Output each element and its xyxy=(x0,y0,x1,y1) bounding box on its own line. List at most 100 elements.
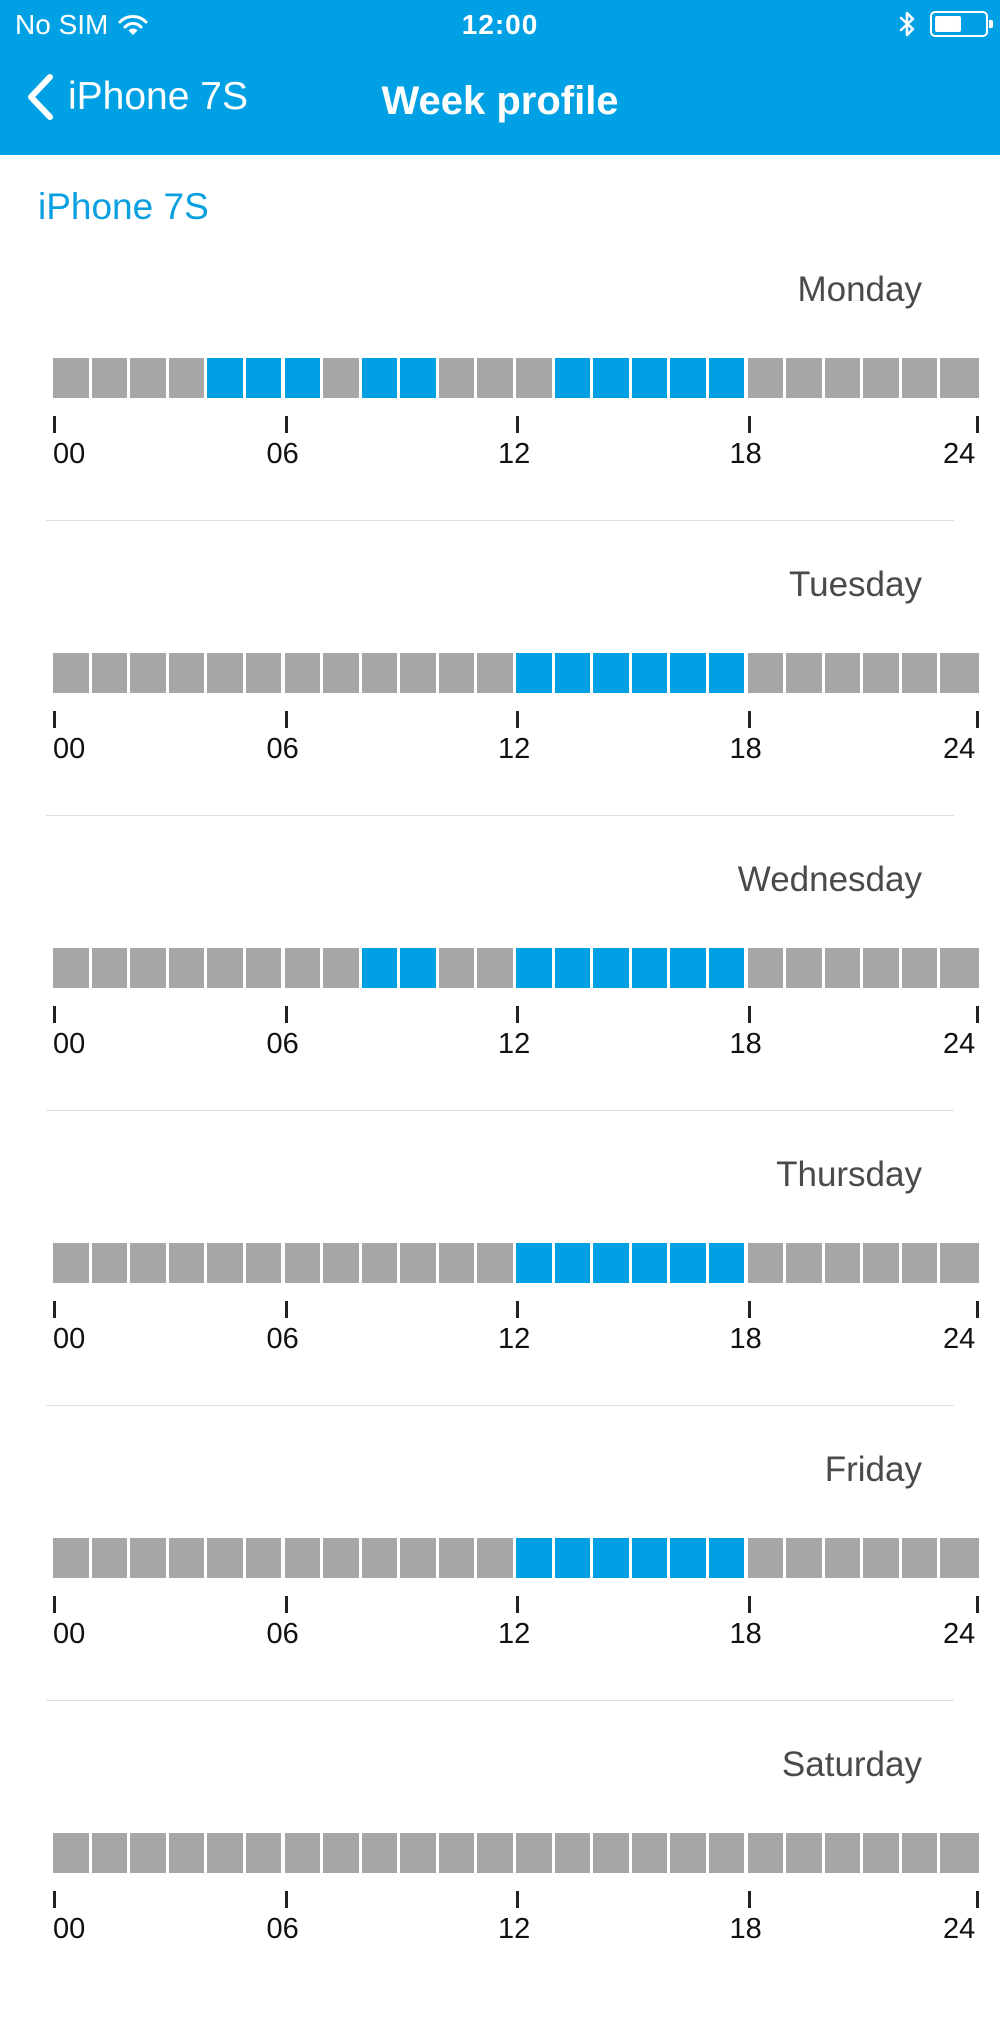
hour-slot[interactable] xyxy=(207,1243,243,1283)
hour-slot[interactable] xyxy=(554,653,591,693)
hour-slot[interactable] xyxy=(708,1243,745,1283)
hour-slot[interactable] xyxy=(786,1538,822,1578)
hour-slot[interactable] xyxy=(130,948,166,988)
hour-slot[interactable] xyxy=(670,358,706,398)
hour-slot[interactable] xyxy=(168,358,205,398)
hour-slot[interactable] xyxy=(168,1833,205,1873)
hour-slot[interactable] xyxy=(168,948,205,988)
hour-slot[interactable] xyxy=(516,1243,552,1283)
hour-slot[interactable] xyxy=(438,1538,475,1578)
hour-slot[interactable] xyxy=(91,1243,128,1283)
hour-slot[interactable] xyxy=(940,948,979,988)
hour-slot[interactable] xyxy=(863,653,899,693)
hour-slot[interactable] xyxy=(747,1833,784,1873)
hour-slot[interactable] xyxy=(361,358,398,398)
hour-slot[interactable] xyxy=(53,1833,89,1873)
hour-slot[interactable] xyxy=(708,948,745,988)
hour-slot[interactable] xyxy=(361,1243,398,1283)
hour-slot[interactable] xyxy=(593,948,629,988)
hour-slot[interactable] xyxy=(207,948,243,988)
hour-slot[interactable] xyxy=(53,653,89,693)
hour-slot[interactable] xyxy=(400,358,436,398)
hour-slot[interactable] xyxy=(901,1833,938,1873)
hour-slot[interactable] xyxy=(901,1243,938,1283)
hour-slot[interactable] xyxy=(130,1833,166,1873)
hour-slot[interactable] xyxy=(245,1833,282,1873)
hour-slot[interactable] xyxy=(940,1833,979,1873)
hour-slot[interactable] xyxy=(747,948,784,988)
hour-slot[interactable] xyxy=(863,948,899,988)
hour-slot[interactable] xyxy=(323,948,359,988)
hour-slot[interactable] xyxy=(670,948,706,988)
hour-slot[interactable] xyxy=(130,358,166,398)
hour-slot[interactable] xyxy=(400,1833,436,1873)
hour-slot[interactable] xyxy=(708,1538,745,1578)
hour-slot[interactable] xyxy=(747,653,784,693)
hour-slot[interactable] xyxy=(284,948,321,988)
hour-slot[interactable] xyxy=(168,1243,205,1283)
hour-slot[interactable] xyxy=(940,1243,979,1283)
hour-slot[interactable] xyxy=(516,1833,552,1873)
hour-slot[interactable] xyxy=(477,1833,513,1873)
hour-slot[interactable] xyxy=(477,948,513,988)
hour-slot[interactable] xyxy=(824,1538,861,1578)
hour-slot[interactable] xyxy=(554,1833,591,1873)
hour-slot[interactable] xyxy=(940,653,979,693)
hour-slot[interactable] xyxy=(245,358,282,398)
hour-slot[interactable] xyxy=(284,1538,321,1578)
hour-slot[interactable] xyxy=(53,1538,89,1578)
hour-slot[interactable] xyxy=(438,948,475,988)
back-button[interactable]: iPhone 7S xyxy=(26,74,248,120)
hour-slot[interactable] xyxy=(168,653,205,693)
hour-slot[interactable] xyxy=(554,358,591,398)
hour-slot[interactable] xyxy=(323,653,359,693)
hour-slot[interactable] xyxy=(863,1243,899,1283)
hour-slot[interactable] xyxy=(207,1833,243,1873)
hour-slot[interactable] xyxy=(284,1833,321,1873)
hour-slot[interactable] xyxy=(631,358,668,398)
hour-slot[interactable] xyxy=(245,948,282,988)
hour-slot[interactable] xyxy=(940,358,979,398)
hour-slot[interactable] xyxy=(901,653,938,693)
hour-slot[interactable] xyxy=(438,358,475,398)
hour-slot[interactable] xyxy=(631,1538,668,1578)
hour-slot[interactable] xyxy=(786,653,822,693)
hour-slot[interactable] xyxy=(670,1833,706,1873)
hour-slot[interactable] xyxy=(91,358,128,398)
hour-slot[interactable] xyxy=(516,653,552,693)
hour-slot[interactable] xyxy=(516,948,552,988)
hour-slot[interactable] xyxy=(207,653,243,693)
hour-slot[interactable] xyxy=(593,653,629,693)
hour-slot[interactable] xyxy=(477,653,513,693)
hour-slot[interactable] xyxy=(323,1538,359,1578)
hour-slot[interactable] xyxy=(400,653,436,693)
hour-slot[interactable] xyxy=(130,1243,166,1283)
hour-slot[interactable] xyxy=(53,948,89,988)
hour-slot[interactable] xyxy=(824,1243,861,1283)
hour-slot[interactable] xyxy=(400,948,436,988)
hour-slot[interactable] xyxy=(554,948,591,988)
hour-slot[interactable] xyxy=(631,653,668,693)
hour-slot[interactable] xyxy=(400,1243,436,1283)
hour-slot[interactable] xyxy=(516,358,552,398)
hour-slot[interactable] xyxy=(708,358,745,398)
hour-slot[interactable] xyxy=(323,1243,359,1283)
hour-slot[interactable] xyxy=(863,1833,899,1873)
hour-slot[interactable] xyxy=(400,1538,436,1578)
hour-slot[interactable] xyxy=(863,1538,899,1578)
hour-slot[interactable] xyxy=(593,358,629,398)
hour-slot[interactable] xyxy=(91,1538,128,1578)
hour-slot[interactable] xyxy=(670,653,706,693)
hour-slot[interactable] xyxy=(593,1538,629,1578)
hour-slot[interactable] xyxy=(53,1243,89,1283)
hour-slot[interactable] xyxy=(747,358,784,398)
hour-slot[interactable] xyxy=(91,948,128,988)
hour-slot[interactable] xyxy=(786,358,822,398)
hour-slot[interactable] xyxy=(477,1243,513,1283)
hour-slot[interactable] xyxy=(207,1538,243,1578)
hour-slot[interactable] xyxy=(361,1833,398,1873)
hour-slot[interactable] xyxy=(747,1243,784,1283)
hour-slot[interactable] xyxy=(631,1833,668,1873)
hour-slot[interactable] xyxy=(130,1538,166,1578)
hour-slot[interactable] xyxy=(91,653,128,693)
